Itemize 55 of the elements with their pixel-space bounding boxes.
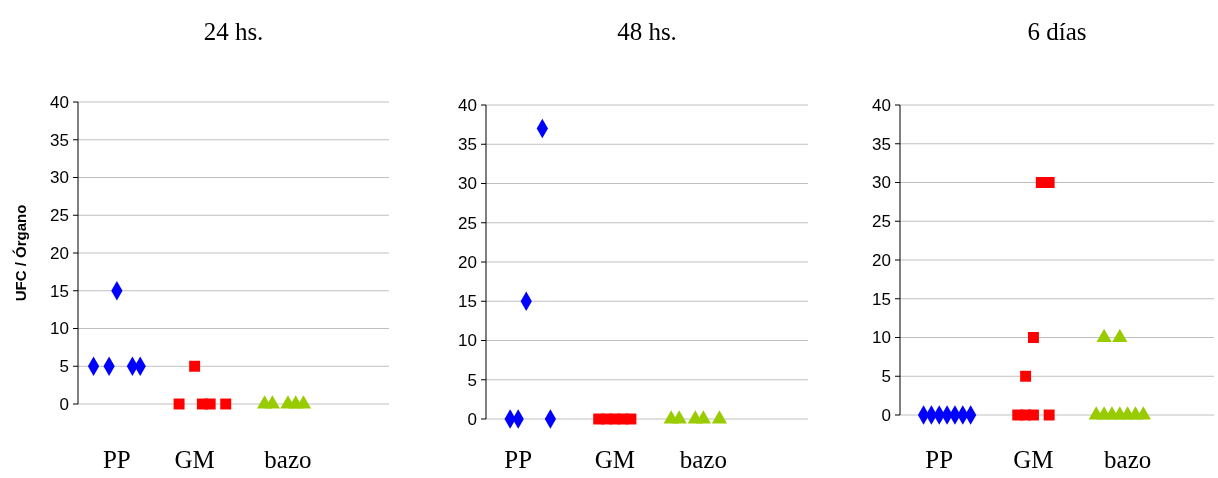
x-tick-label: GM: [174, 446, 215, 473]
x-tick-label: bazo: [679, 446, 727, 473]
y-axis-title: UFC / Órgano: [12, 204, 29, 302]
point: [1043, 409, 1055, 421]
x-tick-label: PP: [504, 446, 533, 473]
y-tick-label: 5: [881, 367, 891, 387]
point: [1135, 406, 1151, 420]
y-tick-label: 25: [458, 213, 477, 233]
y-tick-label: 10: [458, 331, 477, 351]
y-tick-label: 35: [458, 135, 477, 155]
y-tick-label: 40: [872, 95, 891, 115]
point: [220, 398, 232, 410]
y-tick-label: 0: [467, 409, 477, 429]
point: [264, 395, 280, 409]
y-tick-label: 40: [458, 95, 477, 115]
point: [173, 398, 185, 410]
chart-title: 24 hs.: [203, 18, 264, 45]
x-tick-label: bazo: [264, 446, 312, 473]
y-tick-label: 5: [467, 370, 477, 390]
x-tick-label: PP: [102, 446, 131, 473]
y-tick-label: 30: [872, 173, 891, 193]
y-tick-label: 40: [50, 92, 69, 112]
point: [295, 395, 312, 409]
y-tick-label: 30: [50, 168, 69, 188]
chart-title: 6 días: [1027, 18, 1087, 45]
y-tick-label: 10: [50, 319, 69, 339]
y-tick-label: 0: [881, 405, 891, 425]
y-tick-label: 10: [872, 328, 891, 348]
point: [1027, 409, 1039, 421]
y-tick-label: 20: [50, 243, 69, 263]
y-tick-label: 15: [458, 292, 477, 312]
x-tick-label: bazo: [1104, 446, 1152, 473]
point: [695, 410, 711, 424]
point: [711, 410, 728, 424]
y-tick-label: 25: [50, 206, 69, 226]
y-tick-label: 35: [872, 134, 891, 154]
chart-title: 48 hs.: [617, 18, 677, 45]
y-tick-label: 20: [872, 250, 891, 270]
x-tick-label: GM: [594, 446, 635, 473]
point: [671, 410, 687, 424]
y-tick-label: 15: [50, 281, 69, 301]
y-tick-label: 0: [59, 394, 69, 414]
y-tick-label: 20: [458, 252, 477, 272]
y-tick-label: 5: [59, 357, 69, 377]
point: [1020, 370, 1032, 382]
point: [204, 398, 216, 410]
x-tick-label: GM: [1013, 446, 1054, 473]
x-tick-label: PP: [925, 446, 954, 473]
y-tick-label: 30: [458, 174, 477, 194]
y-tick-label: 25: [872, 212, 891, 232]
y-tick-label: 15: [872, 289, 891, 309]
y-tick-label: 35: [50, 130, 69, 150]
point: [625, 413, 637, 425]
point: [189, 360, 201, 372]
point: [1027, 332, 1039, 343]
